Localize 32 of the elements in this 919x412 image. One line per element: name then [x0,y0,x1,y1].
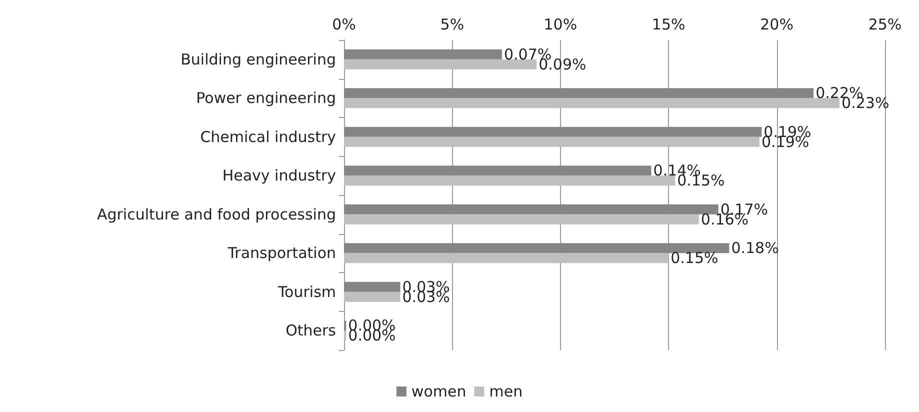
y-tick-label: Others [286,322,336,340]
bar [344,204,718,214]
bar [344,126,762,137]
x-tick-label: 20% [760,16,794,34]
bar [344,49,502,60]
data-label: 0.15% [670,249,718,268]
bar [344,98,840,108]
x-tick-label: 15% [652,16,686,34]
x-tick-label: 0% [332,16,356,34]
y-tick-label: Tourism [276,282,336,301]
bar [344,88,814,98]
y-tick-label: Power engineering [196,89,336,108]
bar [344,176,676,186]
data-label: 0.18% [731,239,779,258]
y-tick-label: Chemical industry [200,128,336,146]
y-tick-label: Building engineering [180,50,336,68]
legend-label: men [489,382,523,400]
y-tick-label: Transportation [226,244,336,262]
legend-label: women [411,382,466,400]
bar [344,243,730,254]
x-tick-label: 10% [544,16,578,34]
bar [344,253,669,264]
y-tick-label: Agriculture and food processing [96,205,336,224]
x-tick-label: 5% [440,16,464,34]
bar [344,136,760,147]
bar [344,292,400,302]
bar [344,166,652,176]
x-tick-label: 25% [868,16,902,34]
bar [344,282,400,292]
y-tick-label: Heavy industry [222,166,336,185]
bar [344,214,699,224]
bar [344,59,537,70]
